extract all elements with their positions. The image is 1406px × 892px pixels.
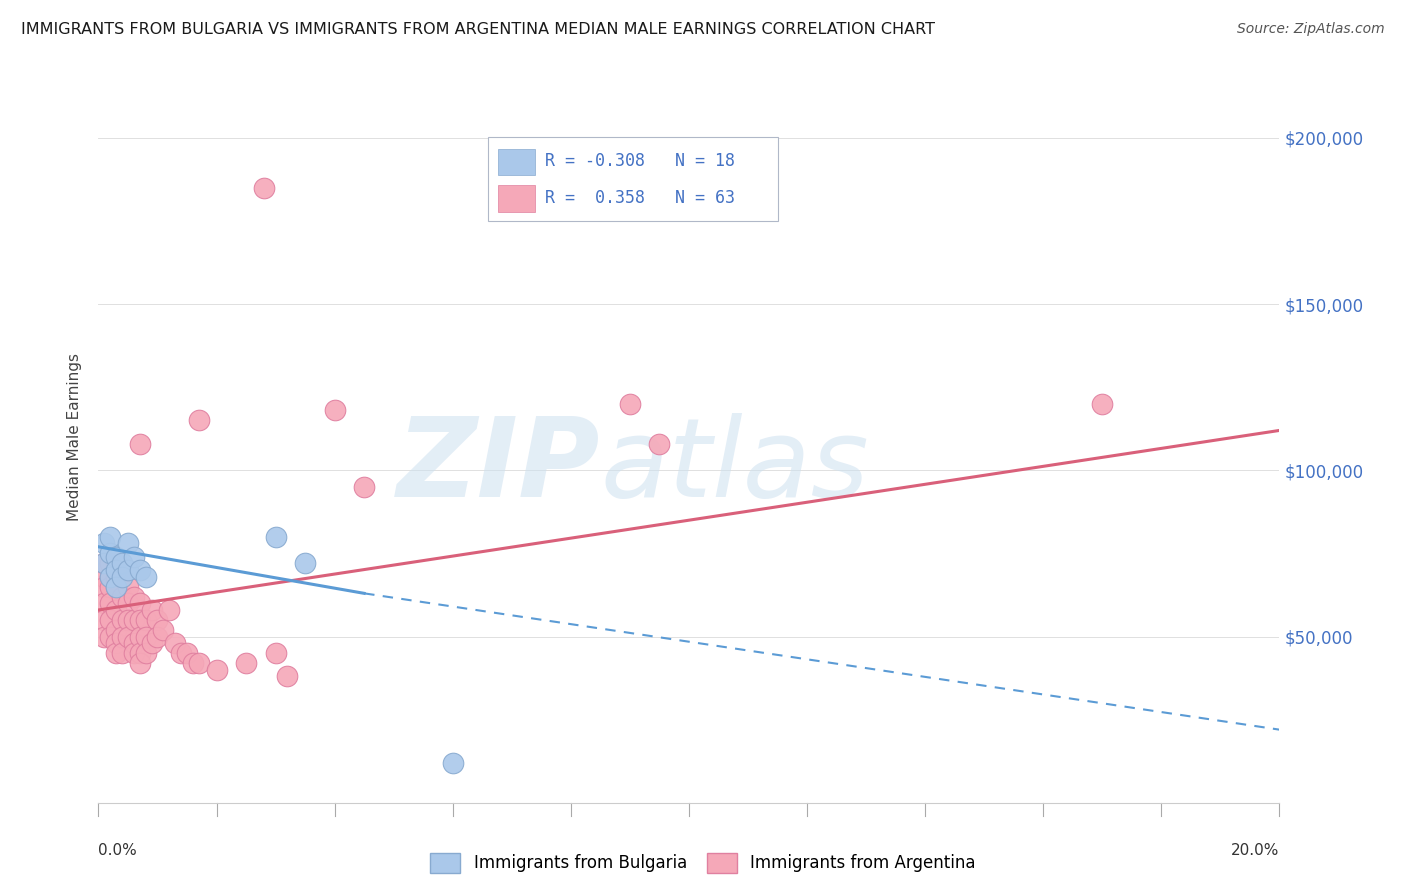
Point [111,570,134,584]
Point [1091,397,1114,411]
Point [105,557,128,571]
FancyBboxPatch shape [488,137,778,221]
Text: R = -0.308   N = 18: R = -0.308 N = 18 [546,153,735,170]
Point [294,557,316,571]
Point [441,756,464,770]
Point [122,636,145,650]
Point [117,613,139,627]
Point [128,630,150,644]
Point [111,590,134,604]
Point [117,630,139,644]
Point [105,603,128,617]
Point [117,563,139,577]
Point [98,613,121,627]
Point [165,636,187,650]
Point [98,530,121,544]
Point [93,630,115,644]
Point [323,403,346,417]
Point [105,580,128,594]
Point [117,596,139,610]
Point [117,580,139,594]
Point [98,570,121,584]
Point [98,596,121,610]
FancyBboxPatch shape [498,186,536,211]
Text: 20.0%: 20.0% [1232,843,1279,858]
Y-axis label: Median Male Earnings: Median Male Earnings [67,353,83,521]
Point [205,663,228,677]
Text: 0.0%: 0.0% [98,843,138,858]
Point [648,436,671,450]
Point [141,603,163,617]
Point [135,613,157,627]
Point [105,563,128,577]
Point [135,570,157,584]
Point [98,630,121,644]
Text: atlas: atlas [600,413,869,520]
Point [111,557,134,571]
Point [93,613,115,627]
Legend: Immigrants from Bulgaria, Immigrants from Argentina: Immigrants from Bulgaria, Immigrants fro… [423,847,983,880]
Point [117,536,139,550]
Point [122,590,145,604]
Point [128,613,150,627]
Point [146,613,169,627]
Point [98,546,121,560]
Point [235,656,257,670]
Point [105,580,128,594]
Point [152,623,174,637]
Point [122,613,145,627]
Point [105,549,128,564]
Point [93,557,115,571]
Point [111,613,134,627]
Point [128,563,150,577]
Text: R =  0.358   N = 63: R = 0.358 N = 63 [546,189,735,207]
Point [135,630,157,644]
Point [128,436,150,450]
Point [276,669,298,683]
Point [105,646,128,660]
Point [111,646,134,660]
Point [105,570,128,584]
Point [93,570,115,584]
Point [128,656,150,670]
Point [93,536,115,550]
Text: Source: ZipAtlas.com: Source: ZipAtlas.com [1237,22,1385,37]
Point [146,630,169,644]
Point [187,413,209,427]
Point [105,623,128,637]
Point [157,603,180,617]
Point [176,646,198,660]
Point [128,596,150,610]
Point [141,636,163,650]
Point [111,570,134,584]
Point [122,549,145,564]
Point [105,636,128,650]
Text: IMMIGRANTS FROM BULGARIA VS IMMIGRANTS FROM ARGENTINA MEDIAN MALE EARNINGS CORRE: IMMIGRANTS FROM BULGARIA VS IMMIGRANTS F… [21,22,935,37]
Point [170,646,193,660]
Point [619,397,641,411]
Point [135,646,157,660]
FancyBboxPatch shape [498,149,536,175]
Point [253,180,276,194]
Point [181,656,204,670]
Text: ZIP: ZIP [396,413,600,520]
Point [111,630,134,644]
Point [93,596,115,610]
Point [353,480,375,494]
Point [187,656,209,670]
Point [264,646,287,660]
Point [93,580,115,594]
Point [93,557,115,571]
Point [122,646,145,660]
Point [98,570,121,584]
Point [98,557,121,571]
Point [264,530,287,544]
Point [128,646,150,660]
Point [98,580,121,594]
